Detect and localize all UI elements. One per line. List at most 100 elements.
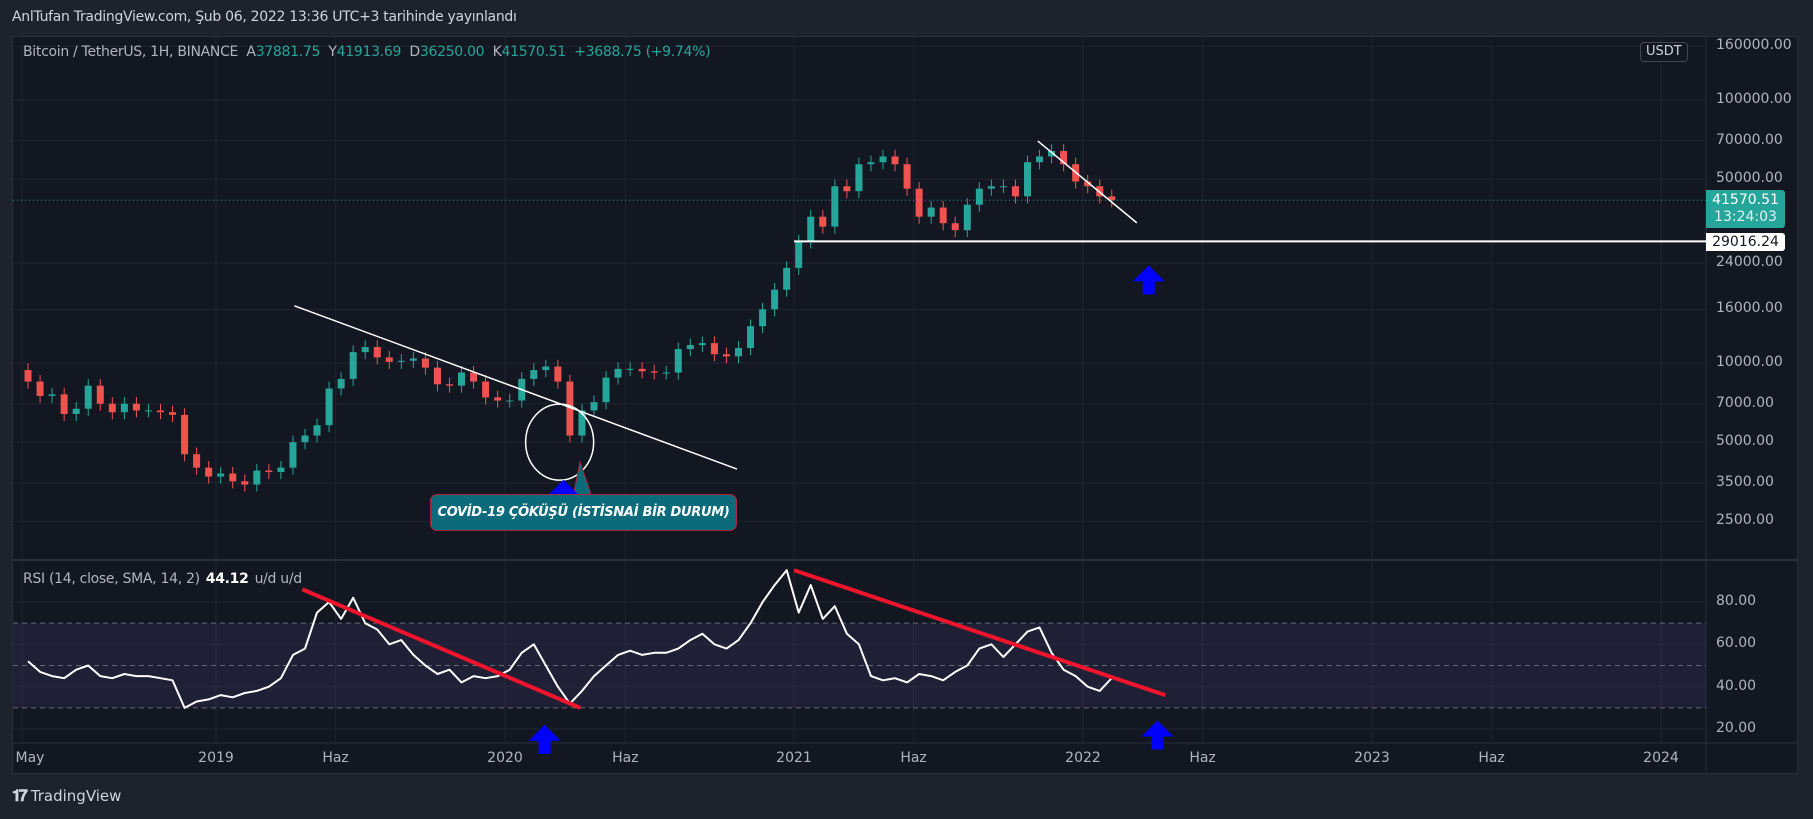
time-tick-label: Haz xyxy=(1189,750,1216,766)
candle-body xyxy=(855,164,863,192)
price-tick-label: 7000.00 xyxy=(1716,394,1774,411)
candle-body xyxy=(915,188,923,217)
rsi-tick-label: 80.00 xyxy=(1716,593,1757,609)
candle-body xyxy=(458,372,466,386)
candle-body xyxy=(325,388,333,426)
candle-body xyxy=(373,347,381,358)
price-trendline xyxy=(1037,140,1138,224)
candle-body xyxy=(638,368,646,372)
candle-body xyxy=(590,402,598,411)
candle-body xyxy=(277,467,285,473)
candle-body xyxy=(72,408,80,414)
time-tick-label: 2020 xyxy=(487,750,523,766)
time-tick-label: 2023 xyxy=(1354,750,1390,766)
candle-body xyxy=(84,385,92,409)
rsi-trendline xyxy=(793,568,1166,698)
candle-body xyxy=(891,156,899,165)
candle-body xyxy=(614,368,622,378)
candle-body xyxy=(397,360,405,362)
price-tick-label: 24000.00 xyxy=(1716,254,1783,270)
candle-body xyxy=(1060,150,1068,165)
candle-body xyxy=(975,188,983,205)
candle-body xyxy=(951,223,959,231)
candle-body xyxy=(626,368,634,370)
candle-body xyxy=(999,186,1007,188)
candle-body xyxy=(963,204,971,231)
candle-body xyxy=(181,414,189,455)
time-tick-label: 2019 xyxy=(198,750,234,766)
candle-body xyxy=(747,326,755,349)
covid-callout[interactable]: COVİD-19 ÇÖKÜŞÜ (İSTİSNAİ BİR DURUM) xyxy=(430,494,737,531)
rsi-label[interactable]: RSI (14, close, SMA, 14, 2) xyxy=(23,571,200,587)
candle-body xyxy=(494,397,502,401)
candle-body xyxy=(433,367,441,385)
candle-body xyxy=(843,186,851,192)
candle-body xyxy=(698,343,706,346)
last-price-tag: 41570.51 13:24:03 xyxy=(1706,190,1785,229)
time-tick-label: 2021 xyxy=(776,750,812,766)
rsi-legend: RSI (14, close, SMA, 14, 2) 44.12 u/d u/d xyxy=(23,571,302,587)
candle-body xyxy=(482,381,490,398)
up-arrow-icon xyxy=(1141,720,1174,750)
candle-body xyxy=(409,358,417,361)
open-value: 37881.75 xyxy=(255,44,321,60)
candle-body xyxy=(795,241,803,268)
rsi-extra: u/d u/d xyxy=(254,571,303,587)
candle-body xyxy=(265,470,273,473)
candle-body xyxy=(566,381,574,436)
candle-body xyxy=(734,348,742,357)
candle-body xyxy=(783,267,791,290)
high-value: 41913.69 xyxy=(336,44,402,60)
price-tick-label: 160000.00 xyxy=(1716,37,1792,54)
candle-body xyxy=(542,366,550,371)
candle-body xyxy=(289,442,297,468)
price-tick-label: 100000.00 xyxy=(1716,91,1792,107)
currency-badge[interactable]: USDT xyxy=(1640,42,1688,62)
up-arrow-icon xyxy=(528,724,561,754)
up-arrow-icon xyxy=(1132,265,1165,295)
footer-brand[interactable]: 𝟏𝟕 TradingView xyxy=(12,786,121,806)
candle-body xyxy=(36,381,44,396)
candle-body xyxy=(241,481,249,485)
rsi-tick-label: 40.00 xyxy=(1716,677,1757,694)
candle-body xyxy=(807,216,815,242)
candle-body xyxy=(169,412,177,415)
candle-body xyxy=(674,349,682,373)
candle-body xyxy=(470,372,478,382)
candle-body xyxy=(385,357,393,362)
candle-body xyxy=(132,403,140,411)
candle-body xyxy=(60,394,68,414)
candle-body xyxy=(229,473,237,482)
published-line: AnlTufan TradingView.com, Şub 06, 2022 1… xyxy=(12,9,517,25)
candle-body xyxy=(96,385,104,404)
candle-body xyxy=(24,370,32,382)
candle-body xyxy=(771,289,779,310)
candle-body xyxy=(1084,181,1092,187)
candle-body xyxy=(1023,162,1031,197)
candle-body xyxy=(927,207,935,217)
price-tick-label: 16000.00 xyxy=(1716,300,1783,317)
chart-frame[interactable] xyxy=(12,36,1798,774)
rsi-pane xyxy=(27,568,1166,710)
time-tick-label: Haz xyxy=(1478,750,1505,766)
callout-pointer xyxy=(572,460,593,498)
candle-body xyxy=(831,186,839,227)
candle-body xyxy=(1048,150,1056,157)
symbol-name[interactable]: Bitcoin / TetherUS, 1H, BINANCE xyxy=(23,44,239,60)
candle-body xyxy=(819,216,827,227)
time-tick-label: 2022 xyxy=(1065,750,1101,766)
price-tick-label: 50000.00 xyxy=(1716,170,1783,187)
candle-body xyxy=(349,352,357,379)
candle-body xyxy=(602,377,610,403)
price-tick-label: 70000.00 xyxy=(1716,131,1783,148)
candle-body xyxy=(421,358,429,368)
candle-body xyxy=(108,403,116,413)
price-trendline xyxy=(294,305,738,470)
candle-body xyxy=(301,435,309,443)
bar-countdown: 13:24:03 xyxy=(1714,209,1777,226)
candle-body xyxy=(722,354,730,357)
candle-body xyxy=(867,162,875,165)
high-label: Y xyxy=(328,44,337,60)
candle-body xyxy=(1108,196,1116,201)
